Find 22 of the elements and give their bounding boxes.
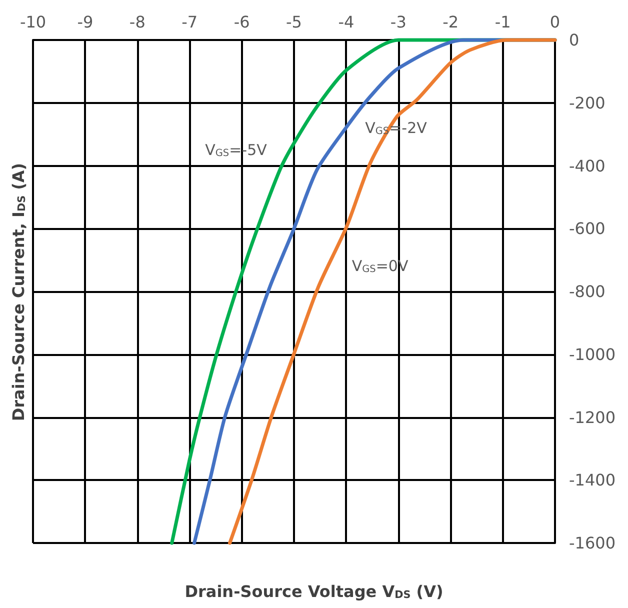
y-tick-label: -1200 <box>569 408 616 427</box>
y-tick-label: -600 <box>569 219 606 238</box>
x-tick-label: 0 <box>550 12 560 32</box>
x-tick-label: -6 <box>234 12 250 32</box>
x-tick-label: -1 <box>494 12 511 32</box>
x-tick-label: -10 <box>20 12 46 32</box>
y-tick-label: -1600 <box>569 534 616 552</box>
y-tick-label: -1400 <box>569 470 616 490</box>
x-axis-title: Drain-Source Voltage VDS (V) <box>184 582 444 601</box>
y-axis-title: Drain-Source Current, IDS (A) <box>9 162 28 422</box>
y-tick-label: -800 <box>569 282 606 301</box>
y-tick-label: -1000 <box>569 344 616 364</box>
x-tick-label: -8 <box>129 12 146 32</box>
x-tick-label: -3 <box>390 12 406 32</box>
y-tick-label: -400 <box>569 156 606 176</box>
x-tick-label: -4 <box>338 12 354 32</box>
y-tick-label: -200 <box>569 93 606 112</box>
x-tick-label: -5 <box>286 12 302 32</box>
x-tick-label: -9 <box>77 12 94 32</box>
x-tick-label: -7 <box>182 12 198 32</box>
x-tick-label: -2 <box>442 12 459 32</box>
y-tick-label: 0 <box>569 30 580 50</box>
